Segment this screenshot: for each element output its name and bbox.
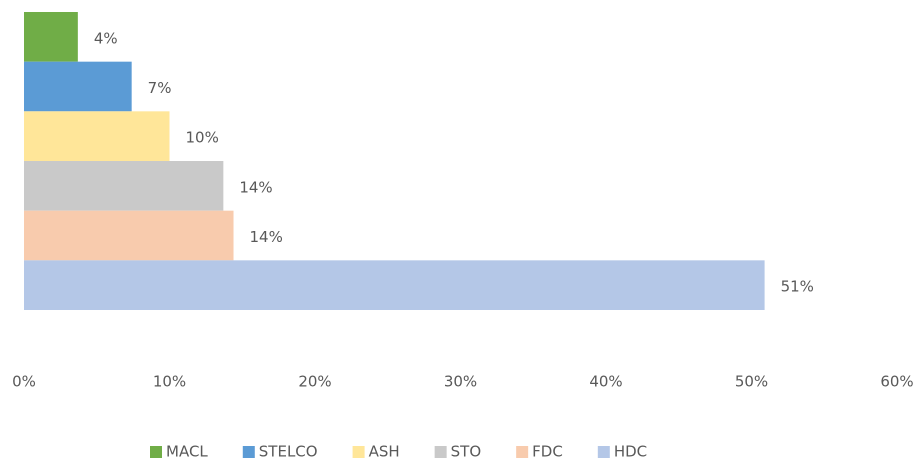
legend-label: ASH [369,443,400,459]
legend-swatch [150,446,162,458]
x-tick-label: 30% [444,373,477,391]
legend-label: MACL [166,443,208,459]
legend-swatch [434,446,447,458]
legend-label: STO [451,443,482,459]
bar [24,12,78,62]
x-tick-label: 40% [589,373,622,391]
bar [24,260,765,310]
legend-swatch [242,446,255,458]
x-tick-label: 60% [880,373,913,391]
value-label: 4% [94,29,118,47]
legend-label: STELCO [259,443,318,459]
value-label: 10% [186,129,219,147]
x-tick-label: 50% [735,373,768,391]
x-tick-label: 0% [12,373,36,391]
value-label: 51% [781,278,814,296]
legend-label: FDC [532,443,563,459]
x-tick-label: 10% [153,373,186,391]
bar [24,61,132,112]
value-label: 14% [250,228,283,246]
legend-swatch [352,446,365,458]
legend-swatch [597,446,610,458]
bar [24,111,170,161]
x-tick-label: 20% [298,373,331,391]
bar [24,210,234,261]
legend-label: HDC [614,443,647,459]
value-label: 7% [148,79,172,97]
bar [24,161,224,211]
value-label: 14% [239,178,272,196]
legend-swatch [516,446,529,458]
